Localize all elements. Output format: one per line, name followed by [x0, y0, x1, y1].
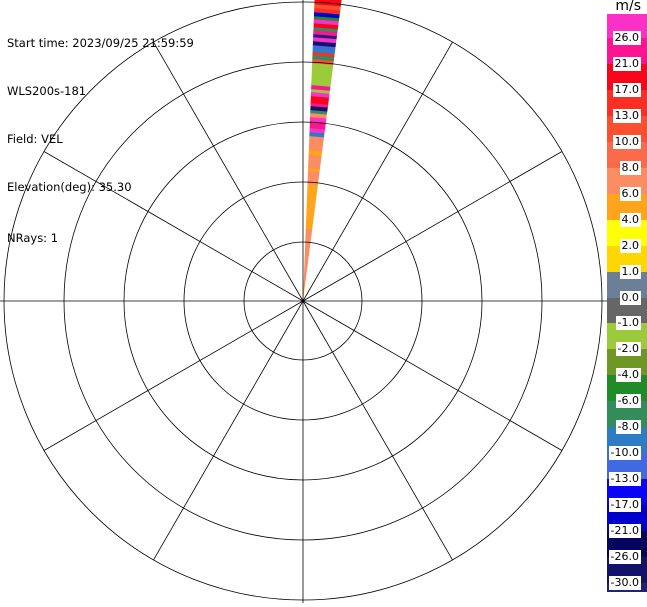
colorbar-tick-label: -2.0 [615, 342, 641, 357]
instrument-text: WLS200s-181 [7, 84, 87, 98]
velocity-ray-gate [313, 15, 340, 22]
colorbar-tick-label: 4.0 [619, 212, 641, 227]
colorbar-tick-label: -13.0 [608, 472, 641, 487]
colorbar-units-label: m/s [615, 0, 641, 14]
start-time-text: Start time: 2023/09/25 21:59:59 [7, 36, 194, 50]
colorbar-tick-label: -1.0 [615, 316, 641, 331]
azimuth-spoke [43, 151, 304, 302]
field-text: Field: VEL [7, 132, 63, 146]
colorbar-tick-label: 21.0 [612, 56, 641, 71]
colorbar-tick-label: -30.0 [608, 575, 641, 590]
colorbar-tick-label: 10.0 [612, 134, 641, 149]
colorbar-tick-label: -26.0 [608, 550, 641, 564]
azimuth-spoke [153, 41, 304, 302]
colorbar-tick-label: -17.0 [608, 498, 641, 513]
colorbar-tick-label: -8.0 [615, 420, 641, 435]
colorbar-tick-label: 2.0 [619, 238, 641, 253]
velocity-ray-gate [308, 149, 323, 157]
velocity-ray-gate [303, 228, 313, 287]
colorbar-tick-label: 6.0 [619, 186, 641, 201]
azimuth-spoke [302, 41, 453, 302]
velocity-ray-gate [311, 62, 334, 87]
colorbar-tick-label: -21.0 [608, 524, 641, 539]
azimuth-spoke [302, 151, 563, 302]
colorbar-tick-label: 13.0 [612, 108, 641, 123]
nrays-text: NRays: 1 [7, 231, 59, 245]
azimuth-spoke [302, 300, 563, 451]
colorbar-tick-label: 17.0 [612, 82, 641, 97]
velocity-ray-gate [313, 26, 338, 33]
azimuth-spoke [43, 300, 304, 451]
colorbar-tick-label: -6.0 [615, 394, 641, 409]
velocity-ray-gate [305, 183, 318, 230]
colorbar-tick-label: 26.0 [612, 31, 641, 45]
colorbar-tick-label: 0.0 [619, 290, 641, 305]
polar-grid [0, 0, 607, 603]
colorbar-tick-label: -4.0 [615, 368, 641, 383]
colorbar-tick-label: 8.0 [619, 160, 641, 175]
elevation-text: Elevation(deg): 35.30 [7, 180, 132, 194]
velocity-colorbar: 26.0 21.0 17.0 13.0 10.0 8.0 6.0 4.0 2.0 1.0 0.0 -1… [607, 14, 647, 593]
velocity-ray-gate [308, 135, 325, 152]
colorbar-tick-label: -10.0 [608, 446, 641, 461]
velocity-ray-gate [312, 51, 335, 57]
velocity-ray-gate [308, 154, 322, 170]
velocity-ray [303, 0, 342, 301]
velocity-ray-gate [312, 44, 336, 51]
velocity-ray-gate [303, 285, 305, 301]
scan-info-block: Start time: 2023/09/25 21:59:59 WLS200s-… [7, 3, 194, 278]
colorbar-tick-label: 1.0 [619, 264, 641, 279]
velocity-ray-gate [313, 33, 337, 40]
azimuth-spoke [153, 300, 304, 561]
velocity-ray-gate [310, 95, 330, 105]
azimuth-spoke [302, 300, 453, 561]
velocity-ray-gate [307, 170, 320, 185]
